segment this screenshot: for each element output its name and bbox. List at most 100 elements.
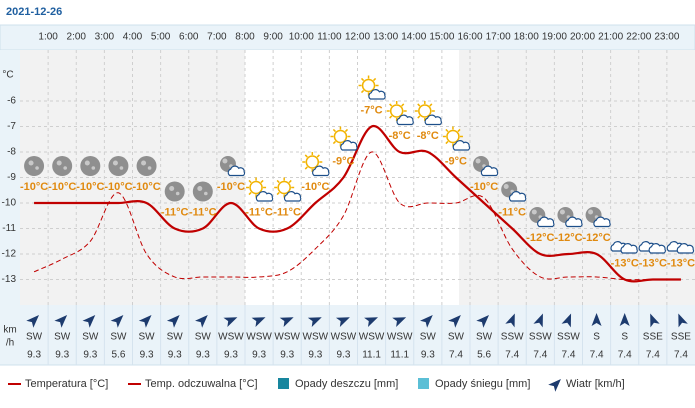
wind-direction: SW: [54, 332, 71, 343]
wind-speed: 9.3: [27, 350, 41, 361]
wind-arrow: [251, 317, 266, 327]
cloud: [227, 165, 246, 177]
temp-label: -10°C: [20, 181, 48, 193]
moon: [52, 156, 73, 176]
moon-disc: [164, 181, 185, 202]
sun-ray: [360, 77, 365, 82]
wind-speed: 7.4: [505, 350, 519, 361]
weather-icon: [274, 177, 302, 202]
sun-ray: [248, 179, 252, 184]
sun-disc: [389, 104, 404, 118]
weather-icon: [164, 181, 185, 202]
wind-direction: SSE: [643, 332, 663, 343]
moon-spot: [141, 160, 147, 166]
cloud-shape: [508, 191, 527, 202]
temp-label: -8°C: [417, 130, 439, 142]
wind-arrow: [195, 315, 208, 328]
hour-label: 15:00: [429, 32, 454, 43]
cloud: [508, 191, 527, 202]
y-tick-label: -12: [2, 249, 17, 260]
cloud: [452, 140, 471, 151]
axis-strip: [0, 50, 20, 365]
wind-speed: 7.4: [449, 350, 463, 361]
temp-label: -10°C: [217, 181, 245, 193]
wind-arrow: [166, 315, 180, 328]
wind-arrow: [364, 317, 379, 327]
weather-icon: [638, 241, 666, 254]
wind-arrow: [392, 317, 407, 327]
cloud: [340, 140, 358, 151]
wind-direction: SW: [476, 332, 493, 343]
sun-ray: [248, 191, 252, 196]
wind-direction: SW: [26, 332, 43, 343]
wind-arrow: [591, 313, 602, 326]
weather-icon: [386, 101, 414, 126]
y-tick-label: -11: [2, 223, 16, 234]
wind-direction: SW: [420, 332, 437, 343]
temp-label: -9°C: [445, 155, 467, 167]
weather-icon: [529, 207, 555, 228]
hour-label: 3:00: [95, 32, 115, 43]
sun: [302, 152, 323, 172]
moon: [108, 156, 129, 176]
temp-label: -10°C: [470, 181, 498, 193]
moon-spot: [204, 191, 208, 196]
hour-label: 22:00: [626, 32, 651, 43]
weather-icon: [442, 126, 471, 151]
temp-label: -11°C: [245, 206, 273, 218]
temp-label: -11°C: [498, 206, 526, 218]
legend-swatch: [278, 378, 289, 389]
hour-label: 11:00: [317, 32, 342, 43]
legend-wind-arrow: [548, 379, 561, 392]
wind-direction: SW: [110, 332, 127, 343]
hour-label: 21:00: [598, 32, 623, 43]
moon-spot: [119, 166, 124, 170]
weather-icon: [358, 75, 386, 100]
y-tick-label: -8: [7, 147, 16, 158]
legend-label: Opady deszczu [mm]: [295, 378, 398, 390]
wind-speed: 7.4: [618, 350, 632, 361]
sun: [414, 101, 435, 121]
hour-label: 23:00: [654, 32, 679, 43]
hour-label: 14:00: [401, 32, 426, 43]
cloud: [537, 216, 555, 228]
hour-label: 10:00: [289, 32, 314, 43]
weather-icon: [473, 156, 499, 177]
sun-ray: [457, 128, 461, 133]
wind-arrow: [476, 315, 490, 328]
moon-spot: [503, 184, 509, 189]
weather-icon: [585, 207, 611, 228]
y-tick-label: -13: [2, 274, 17, 285]
wind-direction: SW: [139, 332, 156, 343]
weather-icon: [192, 181, 213, 202]
temp-label: -10°C: [48, 181, 76, 193]
cloud: [368, 89, 386, 100]
temp-label: -10°C: [132, 181, 160, 193]
wind-speed: 9.3: [196, 350, 210, 361]
wind-speed: 7.4: [590, 350, 604, 361]
moon-spot: [84, 160, 90, 166]
wind-arrow: [138, 315, 152, 328]
moon-spot: [56, 160, 62, 166]
hour-label: 17:00: [486, 32, 511, 43]
moon-spot: [222, 158, 228, 164]
moon-spot: [559, 209, 565, 215]
sun-ray: [417, 115, 421, 119]
sun-ray: [401, 103, 405, 107]
wind-speed: 7.4: [561, 350, 575, 361]
cloud-shape: [227, 165, 246, 177]
hour-label: 7:00: [207, 32, 227, 43]
temp-label: -13°C: [639, 257, 667, 269]
moon: [80, 156, 101, 176]
hour-label: 4:00: [123, 32, 143, 43]
wind-direction: WSW: [359, 332, 385, 343]
sun-disc: [277, 180, 291, 195]
wind-speed: 9.3: [280, 350, 294, 361]
wind-direction: WSW: [246, 332, 272, 343]
y-tick-label: -7: [7, 121, 16, 132]
moon: [24, 156, 45, 176]
wind-direction: WSW: [331, 332, 357, 343]
moon-spot: [28, 160, 34, 166]
sun-ray: [276, 179, 280, 184]
